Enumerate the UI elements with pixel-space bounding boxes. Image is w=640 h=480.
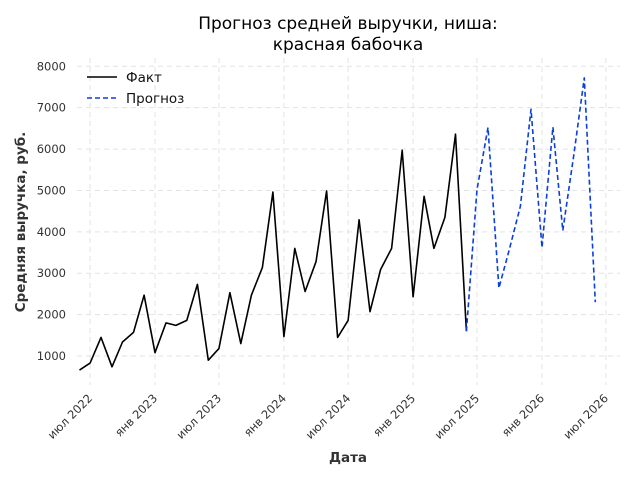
y-axis-label: Средняя выручка, руб. <box>13 132 29 313</box>
series-lines <box>79 77 597 371</box>
y-tick-labels: 1000 2000 3000 4000 5000 6000 7000 8000 <box>37 59 66 363</box>
x-axis-label: Дата <box>329 450 367 466</box>
x-tick-label: янв 2024 <box>241 391 289 439</box>
chart-title-line-2: красная бабочка <box>273 35 424 55</box>
x-tick-labels: июл 2022 янв 2023 июл 2023 янв 2024 июл 2024… <box>45 391 611 442</box>
legend-label-fact: Факт <box>126 70 162 86</box>
y-tick-label: 7000 <box>37 101 66 115</box>
x-tick-label: янв 2025 <box>370 391 418 439</box>
x-gridlines <box>89 58 607 385</box>
series-line-fact <box>79 133 468 371</box>
legend-label-forecast: Прогноз <box>126 91 184 107</box>
x-tick-label: июл 2024 <box>303 391 354 442</box>
y-tick-label: 1000 <box>37 349 66 363</box>
x-tick-label: янв 2023 <box>112 391 160 439</box>
y-tick-label: 3000 <box>37 266 66 280</box>
y-tick-label: 5000 <box>37 183 66 197</box>
x-tick-label: июл 2025 <box>432 391 483 442</box>
y-tick-label: 8000 <box>37 59 66 73</box>
x-tick-label: янв 2026 <box>499 391 547 439</box>
y-tick-label: 6000 <box>37 142 66 156</box>
legend: Факт Прогноз <box>87 70 184 107</box>
y-tick-label: 4000 <box>37 225 66 239</box>
series-line-forecast <box>465 77 597 332</box>
chart-title-line-1: Прогноз средней выручки, ниша: <box>198 14 498 34</box>
x-tick-label: июл 2026 <box>560 391 611 442</box>
x-tick-label: июл 2023 <box>174 391 225 442</box>
y-tick-label: 2000 <box>37 308 66 322</box>
x-tick-label: июл 2022 <box>45 391 96 442</box>
